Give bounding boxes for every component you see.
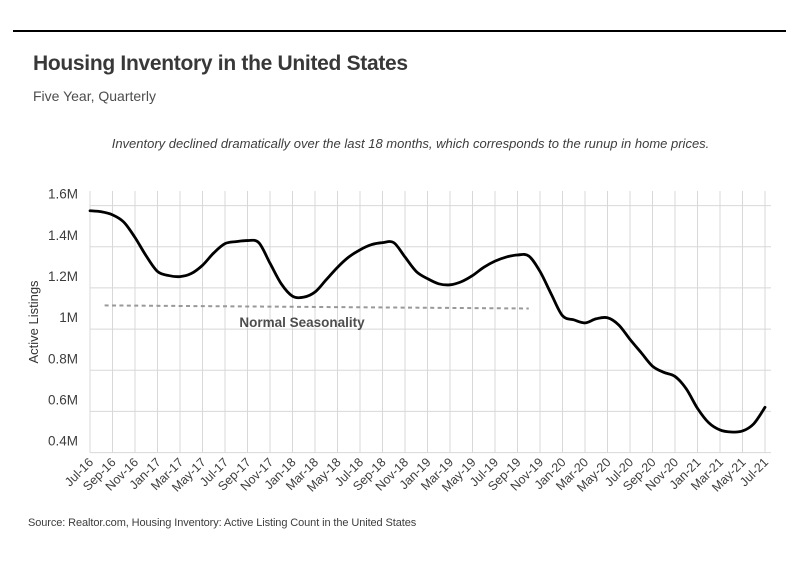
source-credit: Source: Realtor.com, Housing Inventory: … [28,517,417,529]
y-tick-label: 1.6M [48,187,78,202]
chart-annotation: Inventory declined dramatically over the… [111,136,710,151]
y-tick-label: 1M [59,310,78,325]
active-listings-line [88,209,767,434]
y-tick-label: 0.6M [48,392,78,407]
y-tick-label: 1.2M [48,269,78,284]
normal-seasonality-label: Normal Seasonality [239,315,365,330]
y-tick-label: 0.4M [48,434,78,449]
y-tick-label: 1.4M [48,228,78,243]
top-divider-rule [13,30,786,32]
y-axis-title: Active Listings [26,280,41,364]
y-tick-label: 0.8M [48,351,78,366]
page-subtitle: Five Year, Quarterly [33,88,156,104]
page-title: Housing Inventory in the United States [33,52,408,75]
normal-seasonality-dashed-line [104,304,529,310]
